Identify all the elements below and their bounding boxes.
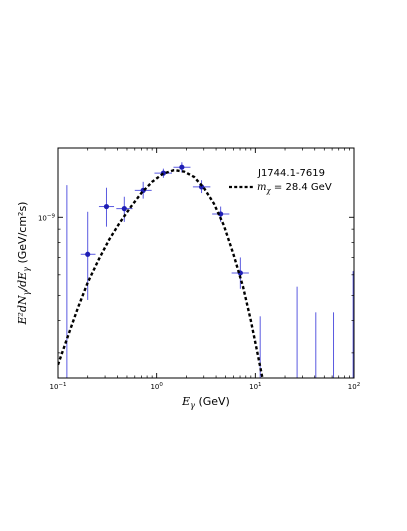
y-axis-label-mid: /dE: [16, 272, 29, 292]
data-point-1: [103, 203, 110, 210]
x-axis-label: Eγ (GeV): [181, 395, 230, 410]
x-tick-label-exp: 1: [258, 382, 262, 388]
x-axis-label-symbol: E: [181, 395, 190, 408]
y-axis-ticks: 10−9: [38, 213, 354, 354]
x-tick-label-base: 10: [150, 383, 159, 391]
data-point-2: [121, 206, 127, 212]
x-tick-label-3: 102: [348, 382, 360, 391]
y-axis-label-sub2: γ: [22, 267, 31, 272]
x-tick-label-0: 10−1: [49, 382, 66, 391]
legend-model-label: mχ = 28.4 GeV: [257, 182, 332, 195]
plot-frame: [57, 147, 355, 379]
source-annotation: J1744.1-7619: [257, 168, 325, 179]
plot-area: [58, 162, 354, 378]
y-axis-label-math: E²dN: [16, 295, 29, 325]
y-axis-label-sub: γ: [22, 290, 31, 295]
y-tick-label-0: 10−9: [38, 213, 56, 222]
x-tick-label-base: 10: [49, 383, 58, 391]
y-axis-label-unit: (GeV/cm²s): [16, 202, 29, 264]
y-axis-label: E²dNγ/dEγ (GeV/cm²s): [16, 202, 31, 326]
x-tick-label-exp: 0: [159, 382, 163, 388]
y-tick-label-base: 10: [38, 214, 47, 222]
legend-symbol: m: [257, 182, 266, 193]
data-point-0: [85, 251, 91, 257]
x-tick-label-exp: 2: [357, 382, 361, 388]
x-tick-label-base: 10: [249, 383, 258, 391]
y-tick-label-exp: −9: [47, 213, 56, 219]
legend-text: = 28.4 GeV: [271, 182, 332, 193]
data-point-5: [179, 164, 185, 170]
x-axis-label-unit: (GeV): [198, 395, 229, 408]
x-tick-label-exp: −1: [58, 382, 66, 388]
legend: mχ = 28.4 GeV: [229, 182, 332, 195]
x-axis-label-sub: γ: [190, 401, 195, 410]
x-tick-label-2: 101: [249, 382, 261, 391]
x-tick-label-1: 100: [150, 382, 163, 391]
x-tick-label-base: 10: [348, 383, 357, 391]
legend-symbol-sub: χ: [265, 187, 271, 195]
x-axis-ticks: 10−1 100 101 102: [49, 148, 360, 391]
model-curve: [58, 168, 264, 378]
plot-marks: [58, 162, 354, 378]
